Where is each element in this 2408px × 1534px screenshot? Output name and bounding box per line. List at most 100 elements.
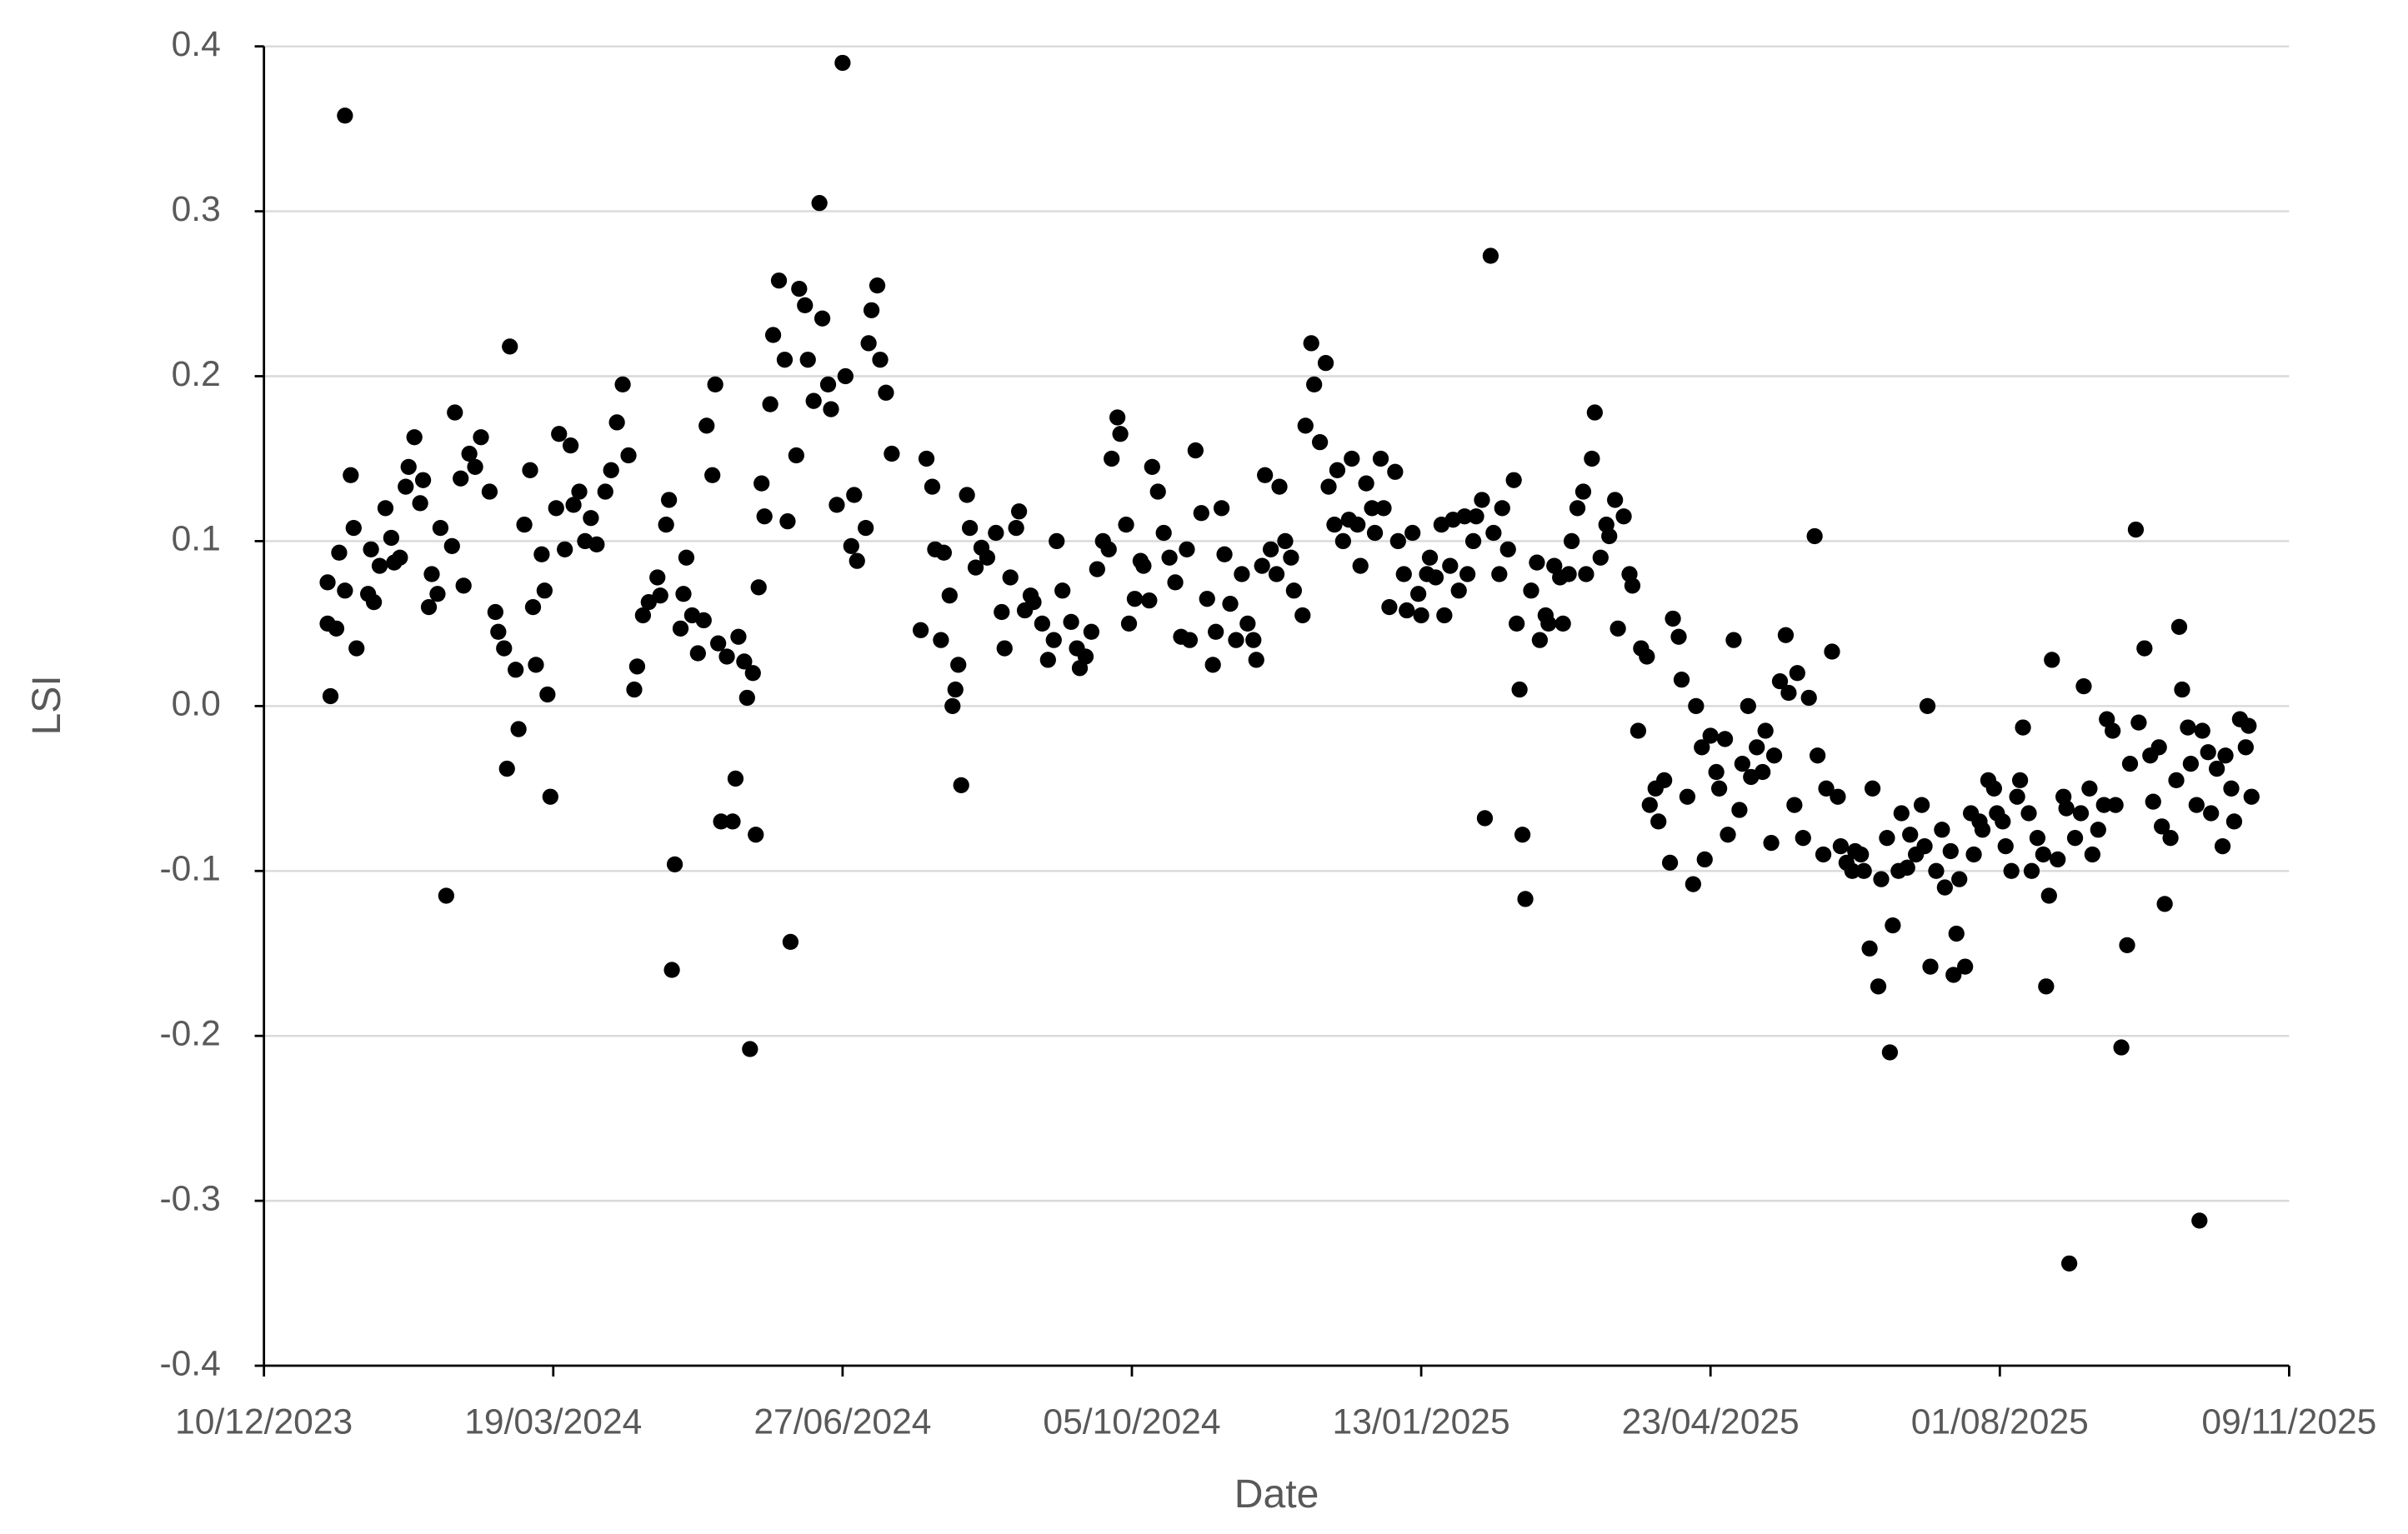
data-point [1523,582,1539,599]
data-point [1574,483,1592,500]
data-point [834,54,851,72]
x-tick-label: 10/12/2023 [175,1402,353,1442]
data-point [522,462,538,478]
data-point [2009,788,2025,805]
data-point [348,640,365,657]
data-point [1824,643,1840,660]
data-point [1725,632,1742,648]
data-point [788,447,804,464]
data-point [849,552,865,569]
data-point [1167,574,1184,591]
data-point [1610,620,1626,637]
data-point [406,429,423,446]
y-tick-label: 0.0 [172,684,221,724]
data-point [1864,780,1881,797]
data-point [443,537,460,554]
data-point [2075,677,2092,695]
data-point [1800,689,1817,707]
data-point [1208,623,1224,640]
data-point [398,478,414,495]
data-point [666,856,683,872]
data-point [516,517,533,533]
data-point [1578,566,1594,582]
data-point [1245,632,1262,648]
data-point [1665,610,1681,627]
data-point [1853,846,1870,863]
data-point [363,541,379,557]
data-point [1771,673,1789,690]
data-point [1008,519,1024,537]
data-point [551,426,568,442]
data-point [675,586,692,602]
data-point [371,557,388,574]
data-point [2060,1255,2078,1272]
data-point [2029,830,2046,847]
y-tick-label: -0.2 [159,1013,220,1053]
data-point [2003,862,2020,879]
x-tick-label: 19/03/2024 [464,1402,642,1442]
data-point [924,478,941,495]
data-point [1474,492,1490,508]
data-point [1421,549,1439,566]
data-point [571,483,588,500]
data-point [1995,813,2011,830]
data-point [377,500,394,517]
data-point [1731,802,1748,818]
data-point [846,487,863,503]
data-point [1844,862,1860,879]
data-point [536,582,553,599]
data-point [713,813,729,830]
data-point [762,396,778,412]
data-point [1529,554,1545,571]
data-point [438,887,454,904]
data-point [1673,672,1690,688]
data-point [461,445,478,462]
data-point [1216,546,1233,562]
data-point [1248,652,1264,668]
data-point [1375,500,1392,517]
data-point [1720,827,1736,843]
data-point [414,472,432,488]
x-tick-label: 27/06/2024 [753,1402,931,1442]
data-point [779,513,796,530]
data-point [1893,805,1910,822]
data-point [588,536,605,553]
data-point [1277,532,1294,550]
data-point [1809,747,1826,764]
data-point [652,587,668,604]
data-point [1179,541,1195,557]
data-point [750,579,767,596]
data-point [524,598,542,616]
data-point [988,524,1004,542]
data-point [1100,541,1117,557]
data-point [730,628,747,645]
data-point [918,450,935,467]
data-point [736,653,753,670]
data-point [996,640,1013,657]
data-point [1002,569,1019,586]
data-point [912,622,929,638]
data-point [1806,527,1823,545]
data-point [2240,717,2257,734]
data-point [1789,665,1805,682]
data-point [562,437,579,454]
data-point [1554,615,1571,632]
data-point [1294,607,1311,624]
data-point [2081,780,2098,797]
data-point [1112,426,1129,442]
data-point [1985,780,2002,797]
data-point [1427,569,1444,586]
data-point [1563,532,1580,550]
data-point [557,541,573,557]
data-point [1861,940,1878,957]
data-point [1303,335,1319,352]
y-tick-label: -0.3 [159,1178,220,1218]
data-point [967,559,984,576]
data-point [1118,517,1134,533]
data-point [583,510,599,527]
data-point [1592,549,1609,566]
data-point [620,447,637,464]
data-point [1181,632,1199,648]
data-point [1366,524,1384,542]
